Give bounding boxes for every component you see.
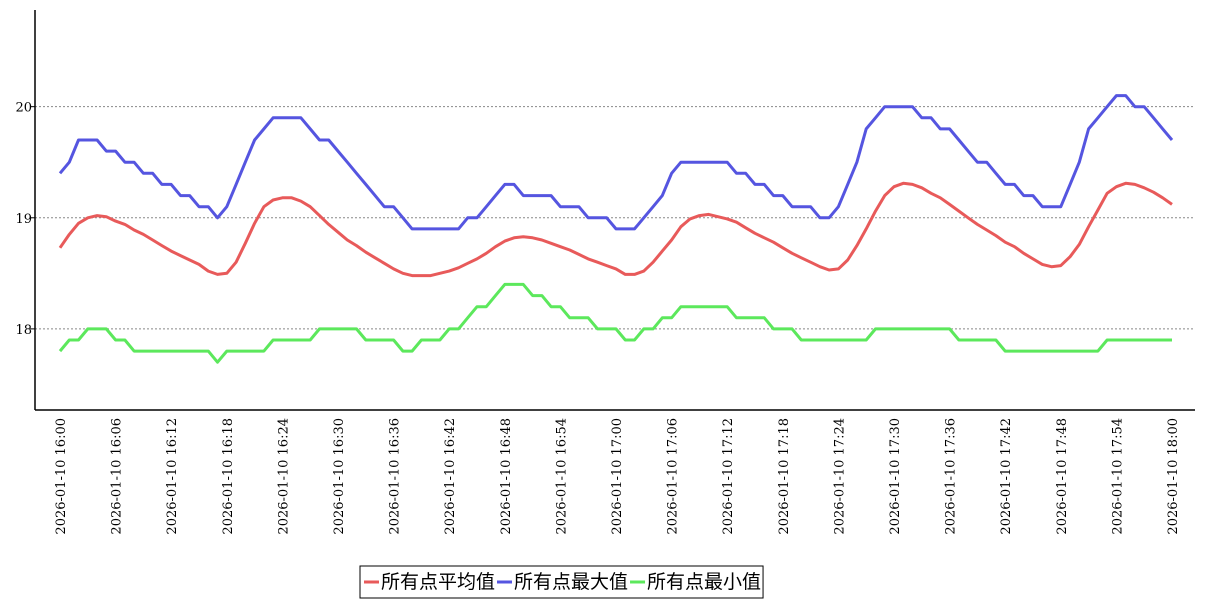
y-tick-label: 18 bbox=[15, 323, 32, 338]
x-tick-label: 2026-01-10 16:36 bbox=[388, 418, 403, 535]
x-tick-label: 2026-01-10 16:54 bbox=[554, 418, 569, 535]
x-tick-label: 2026-01-10 17:54 bbox=[1110, 418, 1125, 535]
x-tick-label: 2026-01-10 16:18 bbox=[221, 418, 236, 535]
x-tick-label: 2026-01-10 17:12 bbox=[721, 418, 736, 535]
x-tick-label: 2026-01-10 16:24 bbox=[276, 418, 291, 535]
x-tick-label: 2026-01-10 17:18 bbox=[777, 418, 792, 535]
series-line bbox=[58, 282, 1172, 364]
x-tick-label: 2026-01-10 17:06 bbox=[666, 418, 681, 535]
x-tick-label: 2026-01-10 16:12 bbox=[165, 418, 180, 535]
x-tick-label: 2026-01-10 16:42 bbox=[443, 418, 458, 535]
legend-box bbox=[359, 565, 764, 599]
legend-label: 所有点最大值 bbox=[514, 571, 628, 593]
y-tick-label: 19 bbox=[15, 212, 32, 227]
series-line bbox=[58, 181, 1173, 278]
x-tick-label: 2026-01-10 18:00 bbox=[1166, 418, 1181, 535]
legend-label: 所有点平均值 bbox=[381, 571, 495, 593]
x-tick-label: 2026-01-10 16:06 bbox=[110, 418, 125, 535]
y-tick-label: 20 bbox=[15, 101, 32, 116]
x-tick-label: 2026-01-10 17:48 bbox=[1055, 418, 1070, 535]
legend: 所有点平均值 所有点最大值 所有点最小值 bbox=[359, 565, 764, 599]
x-tick-label: 2026-01-10 16:30 bbox=[332, 418, 347, 535]
x-tick-label: 2026-01-10 17:24 bbox=[832, 418, 847, 535]
x-tick-label: 2026-01-10 16:00 bbox=[54, 418, 69, 535]
x-tick-label: 2026-01-10 17:42 bbox=[999, 418, 1014, 535]
x-tick-label: 2026-01-10 17:30 bbox=[888, 418, 903, 535]
series-line bbox=[58, 94, 1174, 231]
x-tick-label: 2026-01-10 17:00 bbox=[610, 418, 625, 535]
x-tick-label: 2026-01-10 16:48 bbox=[499, 418, 514, 535]
x-tick-label: 2026-01-10 17:36 bbox=[944, 418, 959, 535]
legend-label: 所有点最小值 bbox=[647, 571, 761, 593]
